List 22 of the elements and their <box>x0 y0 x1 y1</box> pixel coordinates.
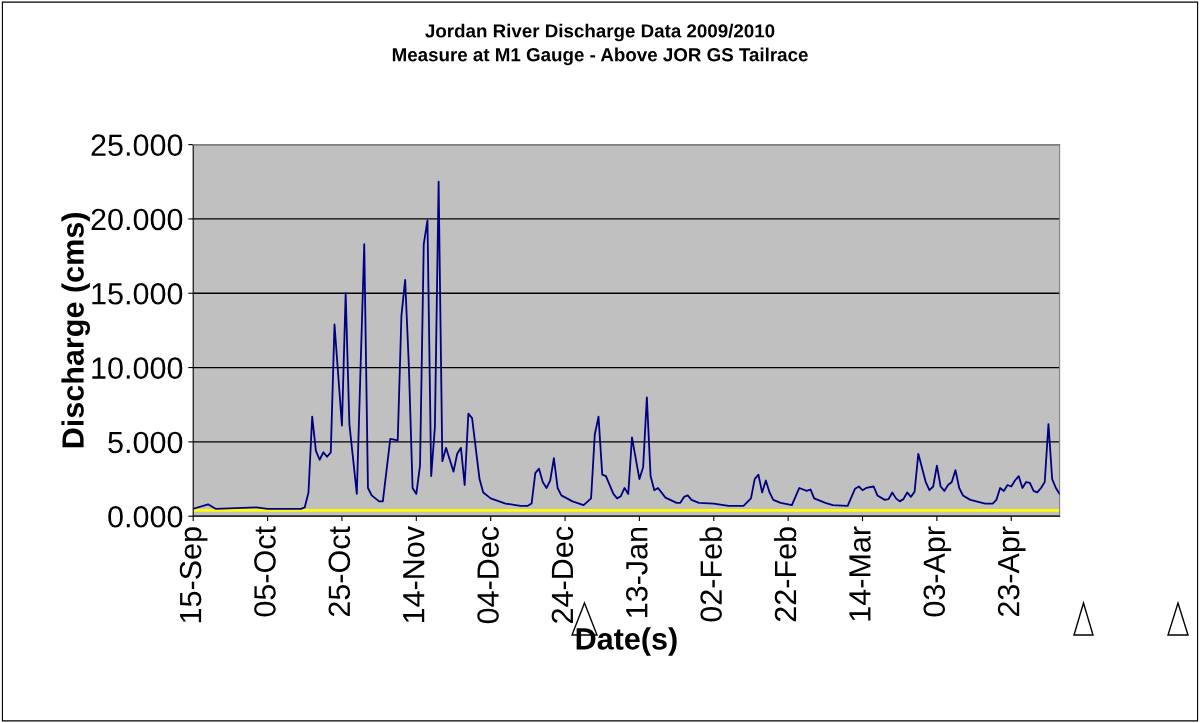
y-tick-label: 10.000 <box>92 357 183 379</box>
x-axis-title: Date(s) <box>576 627 677 656</box>
x-tick-label: 13-Jan <box>625 527 648 618</box>
y-tick-label: 5.000 <box>108 431 183 454</box>
y-tick-label: 25.000 <box>91 134 183 156</box>
chart-subtitle: Measure at M1 Gauge - Above JOR GS Tailrace <box>392 47 808 66</box>
x-tick-label: 03-Apr <box>923 526 952 617</box>
x-tick-label: 02-Feb <box>699 527 722 622</box>
y-tick-label: 0.000 <box>108 505 183 528</box>
x-tick-label: 04-Dec <box>477 526 499 624</box>
x-tick-label: 24-Dec <box>551 526 574 623</box>
y-tick-label: 15.000 <box>92 282 183 305</box>
x-tick-label: 15-Sep <box>179 527 208 623</box>
y-tick-label: 20.000 <box>91 208 183 231</box>
chart-title: Jordan River Discharge Data 2009/2010 <box>425 23 775 42</box>
x-tick-label: 25-Oct <box>328 526 351 617</box>
y-axis-title: Discharge (cms) <box>61 213 91 448</box>
x-tick-label: 05-Oct <box>254 526 276 617</box>
x-tick-label: 14-Nov <box>403 526 425 623</box>
x-tick-label: 23-Apr <box>997 526 1026 617</box>
x-tick-label: 22-Feb <box>773 527 797 622</box>
x-tick-label: 14-Mar <box>849 526 871 621</box>
